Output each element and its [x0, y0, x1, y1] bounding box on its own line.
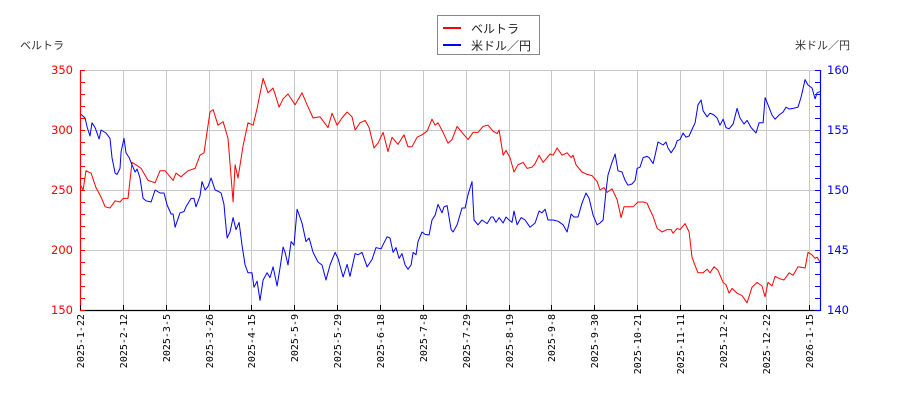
x-axis-date-label: 2026-1-15	[805, 314, 816, 368]
legend-label: ベルトラ	[471, 21, 520, 36]
blue-line-swatch-icon	[443, 44, 461, 46]
x-axis-date-label: 2025-7-8	[419, 314, 430, 362]
x-axis-date-label: 2025-10-21	[633, 314, 644, 374]
left-axis-label: 250	[51, 183, 73, 197]
x-axis-date-label: 2025-5-9	[290, 314, 301, 362]
right-axis-label: 145	[827, 243, 849, 257]
legend-item-beltra: ベルトラ	[443, 20, 519, 36]
x-axis-date-label: 2025-9-30	[590, 314, 601, 368]
x-axis-date-label: 2025-9-8	[547, 314, 558, 362]
x-axis-date-label: 2025-1-22	[76, 314, 87, 368]
x-axis-date-label: 2025-3-5	[162, 314, 173, 362]
red-line-swatch-icon	[443, 27, 461, 29]
x-axis-date-label: 2025-2-12	[119, 314, 130, 368]
left-axis-label: 200	[51, 243, 73, 257]
x-axis-date-label: 2025-4-15	[247, 314, 258, 368]
gridlines	[80, 70, 820, 311]
series-line-usdjpy	[80, 79, 821, 301]
tick-labels: 150 200 250 300 350 140 145 150 155 160 2025-1-22 2…	[51, 63, 849, 374]
x-axis-date-label: 2025-11-11	[676, 314, 687, 374]
right-axis-label: 140	[827, 303, 849, 317]
legend-item-usdjpy: 米ドル／円	[443, 37, 531, 53]
x-axis-date-label: 2025-6-18	[376, 314, 387, 368]
x-axis-date-label: 2025-12-2	[719, 314, 730, 368]
x-axis-date-label: 2025-3-26	[205, 314, 216, 368]
x-axis-date-label: 2025-7-29	[462, 314, 473, 368]
left-axis-label: 350	[51, 63, 73, 77]
right-axis-label: 160	[827, 63, 849, 77]
legend-label: 米ドル／円	[471, 38, 532, 53]
series-lines	[80, 77, 821, 304]
left-axis-title: ベルトラ	[20, 39, 64, 52]
right-axis-label: 150	[827, 183, 849, 197]
axes	[79, 70, 822, 312]
left-axis-label: 300	[51, 123, 73, 137]
right-axis-label: 155	[827, 123, 849, 137]
x-axis-date-label: 2025-5-29	[333, 314, 344, 368]
right-axis-title: 米ドル／円	[795, 39, 850, 52]
x-axis-date-label: 2025-12-22	[762, 314, 773, 374]
series-line-beltra	[80, 77, 821, 304]
left-axis-label: 150	[51, 303, 73, 317]
x-axis-date-label: 2025-8-19	[505, 314, 516, 368]
legend: ベルトラ 米ドル／円	[437, 15, 540, 55]
